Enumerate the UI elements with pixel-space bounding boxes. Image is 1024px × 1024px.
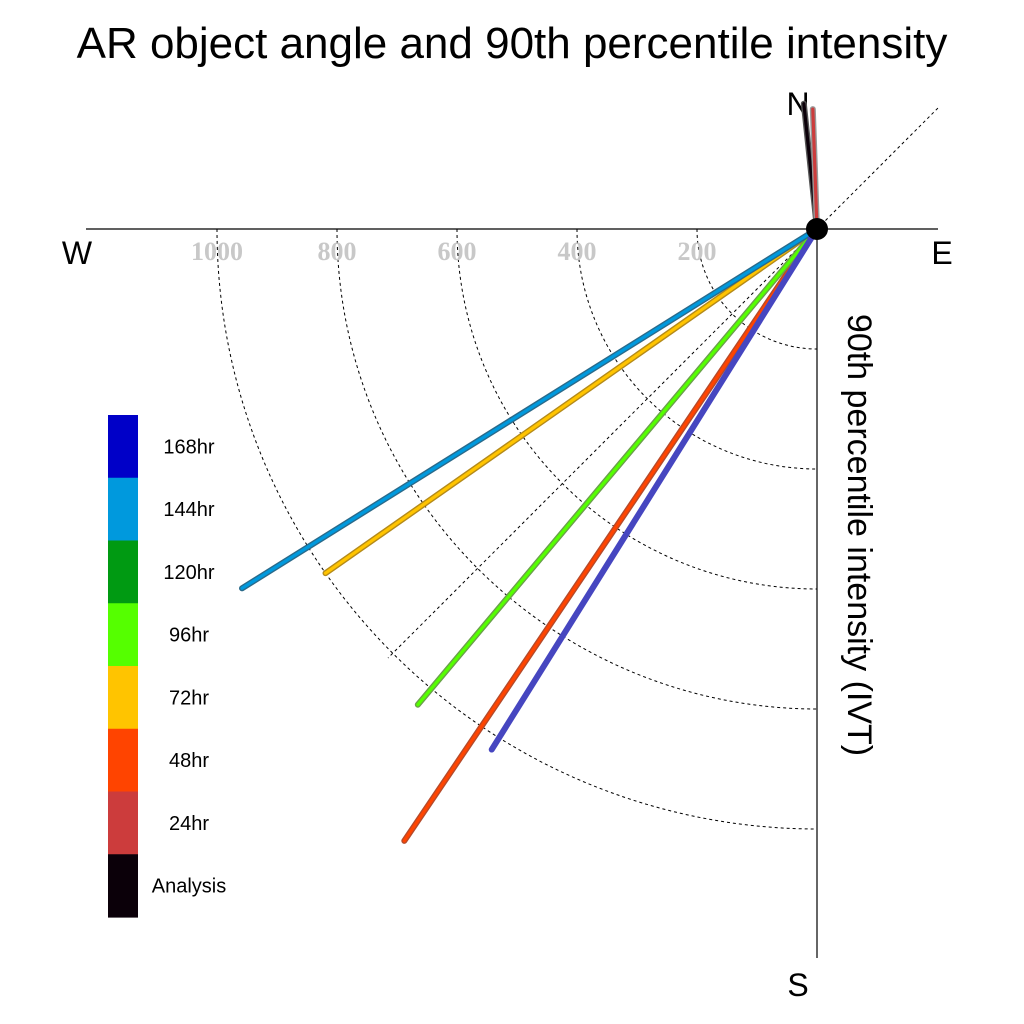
- northeast-diagonal: [816, 105, 941, 230]
- legend-swatch: [108, 666, 138, 730]
- compass-east: E: [931, 235, 952, 271]
- legend-swatch: [108, 477, 138, 542]
- vector-144hr: [240, 227, 819, 590]
- legend-label: 168hr: [163, 436, 214, 458]
- compass-south: S: [787, 967, 808, 1003]
- vector-72hr: [323, 227, 819, 575]
- radial-tick-labels: 1000 800 600 400 200: [191, 237, 717, 266]
- legend-swatch: [108, 854, 138, 918]
- legend-label: 120hr: [163, 562, 214, 584]
- radial-tick-label: 600: [438, 237, 477, 266]
- chart-title: AR object angle and 90th percentile inte…: [77, 19, 948, 68]
- vector-24hr: [811, 107, 819, 231]
- vector-168hr: [490, 227, 819, 752]
- legend-label: 144hr: [163, 499, 214, 521]
- legend-swatch: [108, 728, 138, 793]
- grid-ring-4: [696, 228, 818, 350]
- radial-tick-label: 800: [318, 237, 357, 266]
- legend-swatch: [108, 540, 138, 604]
- y-axis-label: 90th percentile intensity (IVT): [840, 314, 878, 756]
- legend-swatch: [108, 603, 138, 667]
- legend-label: 72hr: [169, 687, 209, 709]
- legend-swatch: [108, 791, 138, 855]
- legend-label: 48hr: [169, 750, 209, 772]
- compass-west: W: [62, 235, 93, 271]
- vector-48hr: [402, 227, 819, 843]
- grid-ring-0: [216, 228, 818, 830]
- origin-marker: [806, 218, 828, 240]
- radial-tick-label: 200: [678, 237, 717, 266]
- vector-96hr: [416, 227, 819, 707]
- radial-tick-label: 1000: [191, 237, 243, 266]
- radial-tick-label: 400: [558, 237, 597, 266]
- legend-label: Analysis: [152, 876, 226, 898]
- legend-label: 24hr: [169, 813, 209, 835]
- southwest-diagonal: [387, 228, 818, 659]
- legend-label: 96hr: [169, 625, 209, 647]
- legend: 168hr 144hr 120hr 96hr 72hr 48hr 24hr Analysis: [108, 415, 226, 918]
- legend-swatch: [108, 415, 138, 479]
- intensity-vectors: [239, 100, 820, 844]
